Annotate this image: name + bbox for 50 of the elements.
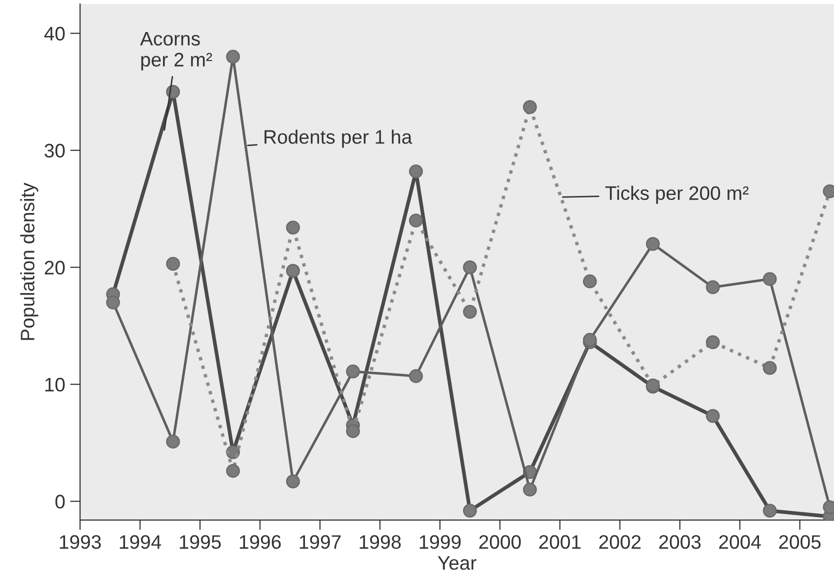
point <box>462 260 477 274</box>
point <box>706 335 720 350</box>
x-tick-label: 1995 <box>180 535 221 549</box>
x-tick-label: 1997 <box>300 535 341 549</box>
point <box>462 504 477 518</box>
x-tick-label: 2001 <box>539 535 581 549</box>
x-tick-label: 2004 <box>719 535 761 549</box>
point <box>409 214 423 228</box>
point <box>706 280 720 294</box>
point <box>582 332 597 347</box>
point <box>409 369 423 384</box>
series-label: Acorns per 2 m² <box>140 32 212 70</box>
point <box>762 504 777 518</box>
point <box>582 274 597 288</box>
point <box>286 474 300 488</box>
point <box>762 360 777 375</box>
point <box>346 364 360 378</box>
point <box>462 304 477 319</box>
point <box>346 424 360 438</box>
point <box>226 464 240 478</box>
x-tick-label: 1994 <box>120 535 162 549</box>
x-tick-label: 2003 <box>659 535 701 549</box>
x-tick-label: 1996 <box>240 535 281 549</box>
point <box>286 264 300 278</box>
point <box>646 236 660 251</box>
point <box>522 482 537 497</box>
x-tick-label: 1998 <box>360 535 401 549</box>
point <box>762 272 777 286</box>
point <box>166 256 180 271</box>
x-tick-label: 2000 <box>479 535 521 549</box>
x-axis-title: Year <box>438 556 476 570</box>
x-tick-label: 1999 <box>420 535 461 549</box>
x-tick-label: 2002 <box>599 535 641 549</box>
y-axis-title: Population density <box>20 182 38 340</box>
point <box>409 164 423 178</box>
x-tick-label: 1993 <box>60 535 101 549</box>
x-tick-label: 2005 <box>779 535 821 549</box>
series-label: Rodents per 1 ha <box>264 130 412 148</box>
point <box>106 295 120 310</box>
point <box>226 50 240 64</box>
y-tick-label: 10 <box>45 378 65 392</box>
point <box>522 100 537 114</box>
y-tick-label: 20 <box>44 260 65 275</box>
point <box>286 220 300 234</box>
y-tick-label: 30 <box>44 144 65 158</box>
point <box>706 408 720 423</box>
y-tick-label: 40 <box>44 26 65 41</box>
y-tick-label: 0 <box>55 494 65 509</box>
text: Ticks per 200 m² <box>605 186 749 204</box>
point <box>166 434 180 449</box>
